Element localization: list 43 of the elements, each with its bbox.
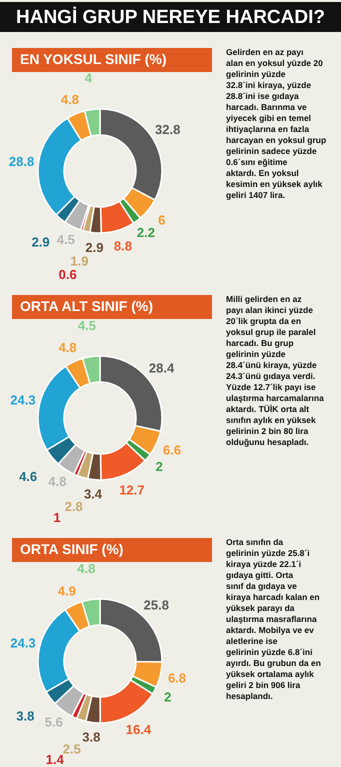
text: Gelirden en az payı alan en yoksul yüzde 20 gelirinin yüzde 32.8´ini kiraya, yüzde 28.8´ini ise gıdaya harcadı. Barınma ve yiyecek gibi en temel ihtiyaçlarına en fazla harcayan en yoksul grup gelirinin sadece yüzde 0.6´sını eğitime aktardı. En yoksul kesimin en yüksek aylık geliri 1407 lira.: [226, 47, 326, 200]
data-label: 2: [156, 459, 163, 474]
data-label: 4.8: [77, 561, 96, 576]
data-label: 8.8: [114, 238, 132, 254]
data-label: 4.5: [78, 318, 96, 333]
data-label: 16.4: [126, 722, 152, 738]
data-label: 12.7: [119, 482, 145, 498]
data-label: 3.8: [16, 708, 34, 724]
data-label: 2.5: [62, 742, 81, 757]
data-label: 4.9: [58, 584, 76, 599]
data-label: 2.9: [32, 234, 50, 250]
data-label: 4.8: [60, 92, 79, 108]
data-label: 25.8: [144, 598, 169, 613]
chart-subtitle: ORTA SINIF (%): [20, 541, 124, 557]
data-label: 4.6: [19, 468, 38, 484]
data-label: 6.6: [163, 442, 182, 458]
data-label: 2.2: [136, 224, 155, 240]
data-label: 28.4: [148, 360, 175, 376]
data-label: 3.8: [82, 730, 100, 744]
data-label: 6.8: [168, 670, 186, 686]
data-label: 6: [158, 212, 166, 228]
chart-subtitle: EN YOKSUL SINIF (%): [20, 51, 167, 67]
text: Orta sınıfın da gelirinin yüzde 25.8´i kiraya yüzde 22.1´i gıdaya gitti. Orta sınıf da gıdaya ve kiraya harcadı kalan en yüksek parayı da ulaştırma masraflarına aktardı. Mobilya ve ev aletlerine ise gelirinin yüzde 6.8´ini ayırdı. Bu grubun da en yüksek ortalama aylık geliri 2 bin 906 lira hesaplandı.: [226, 537, 321, 701]
data-label: 4: [84, 70, 93, 86]
text: Milli gelirden en az payı alan ikinci yüzde 20´lik grupta da en yoksul grup ile paralel harcadı. Bu grup gelirinin yüzde 28.4´ünü kiraya, yüzde 24.3´ünü gıdaya verdi. Yüzde 12.7´lik payı ise ulaştırma harcamalarına aktardı. TÜİK orta alt sınıfın aylık en yüksek gelirinin 2 bin 80 lira olduğunu hesapladı.: [226, 294, 324, 447]
data-label: 4.5: [56, 232, 75, 247]
data-label: 1: [53, 510, 61, 526]
data-label: 3.4: [84, 486, 103, 502]
data-label: 24.3: [10, 635, 36, 650]
data-label: 32.8: [155, 122, 180, 138]
data-label: 28.8: [8, 154, 34, 169]
data-label: 2.8: [64, 499, 83, 514]
data-label: 2: [164, 690, 172, 705]
data-label: 0.6: [58, 267, 77, 282]
data-label: 5.6: [44, 714, 63, 730]
data-label: 4.8: [58, 340, 77, 356]
data-label: 2.9: [85, 240, 104, 255]
data-label: 1.4: [46, 752, 65, 767]
data-label: 4.8: [48, 474, 66, 490]
chart-subtitle: ORTA ALT SINIF (%): [20, 298, 153, 314]
data-label: 24.3: [10, 392, 36, 408]
data-label: 1.9: [70, 254, 89, 269]
chart-title: HANGİ GRUP NEREYE HARCADI?: [16, 6, 325, 28]
